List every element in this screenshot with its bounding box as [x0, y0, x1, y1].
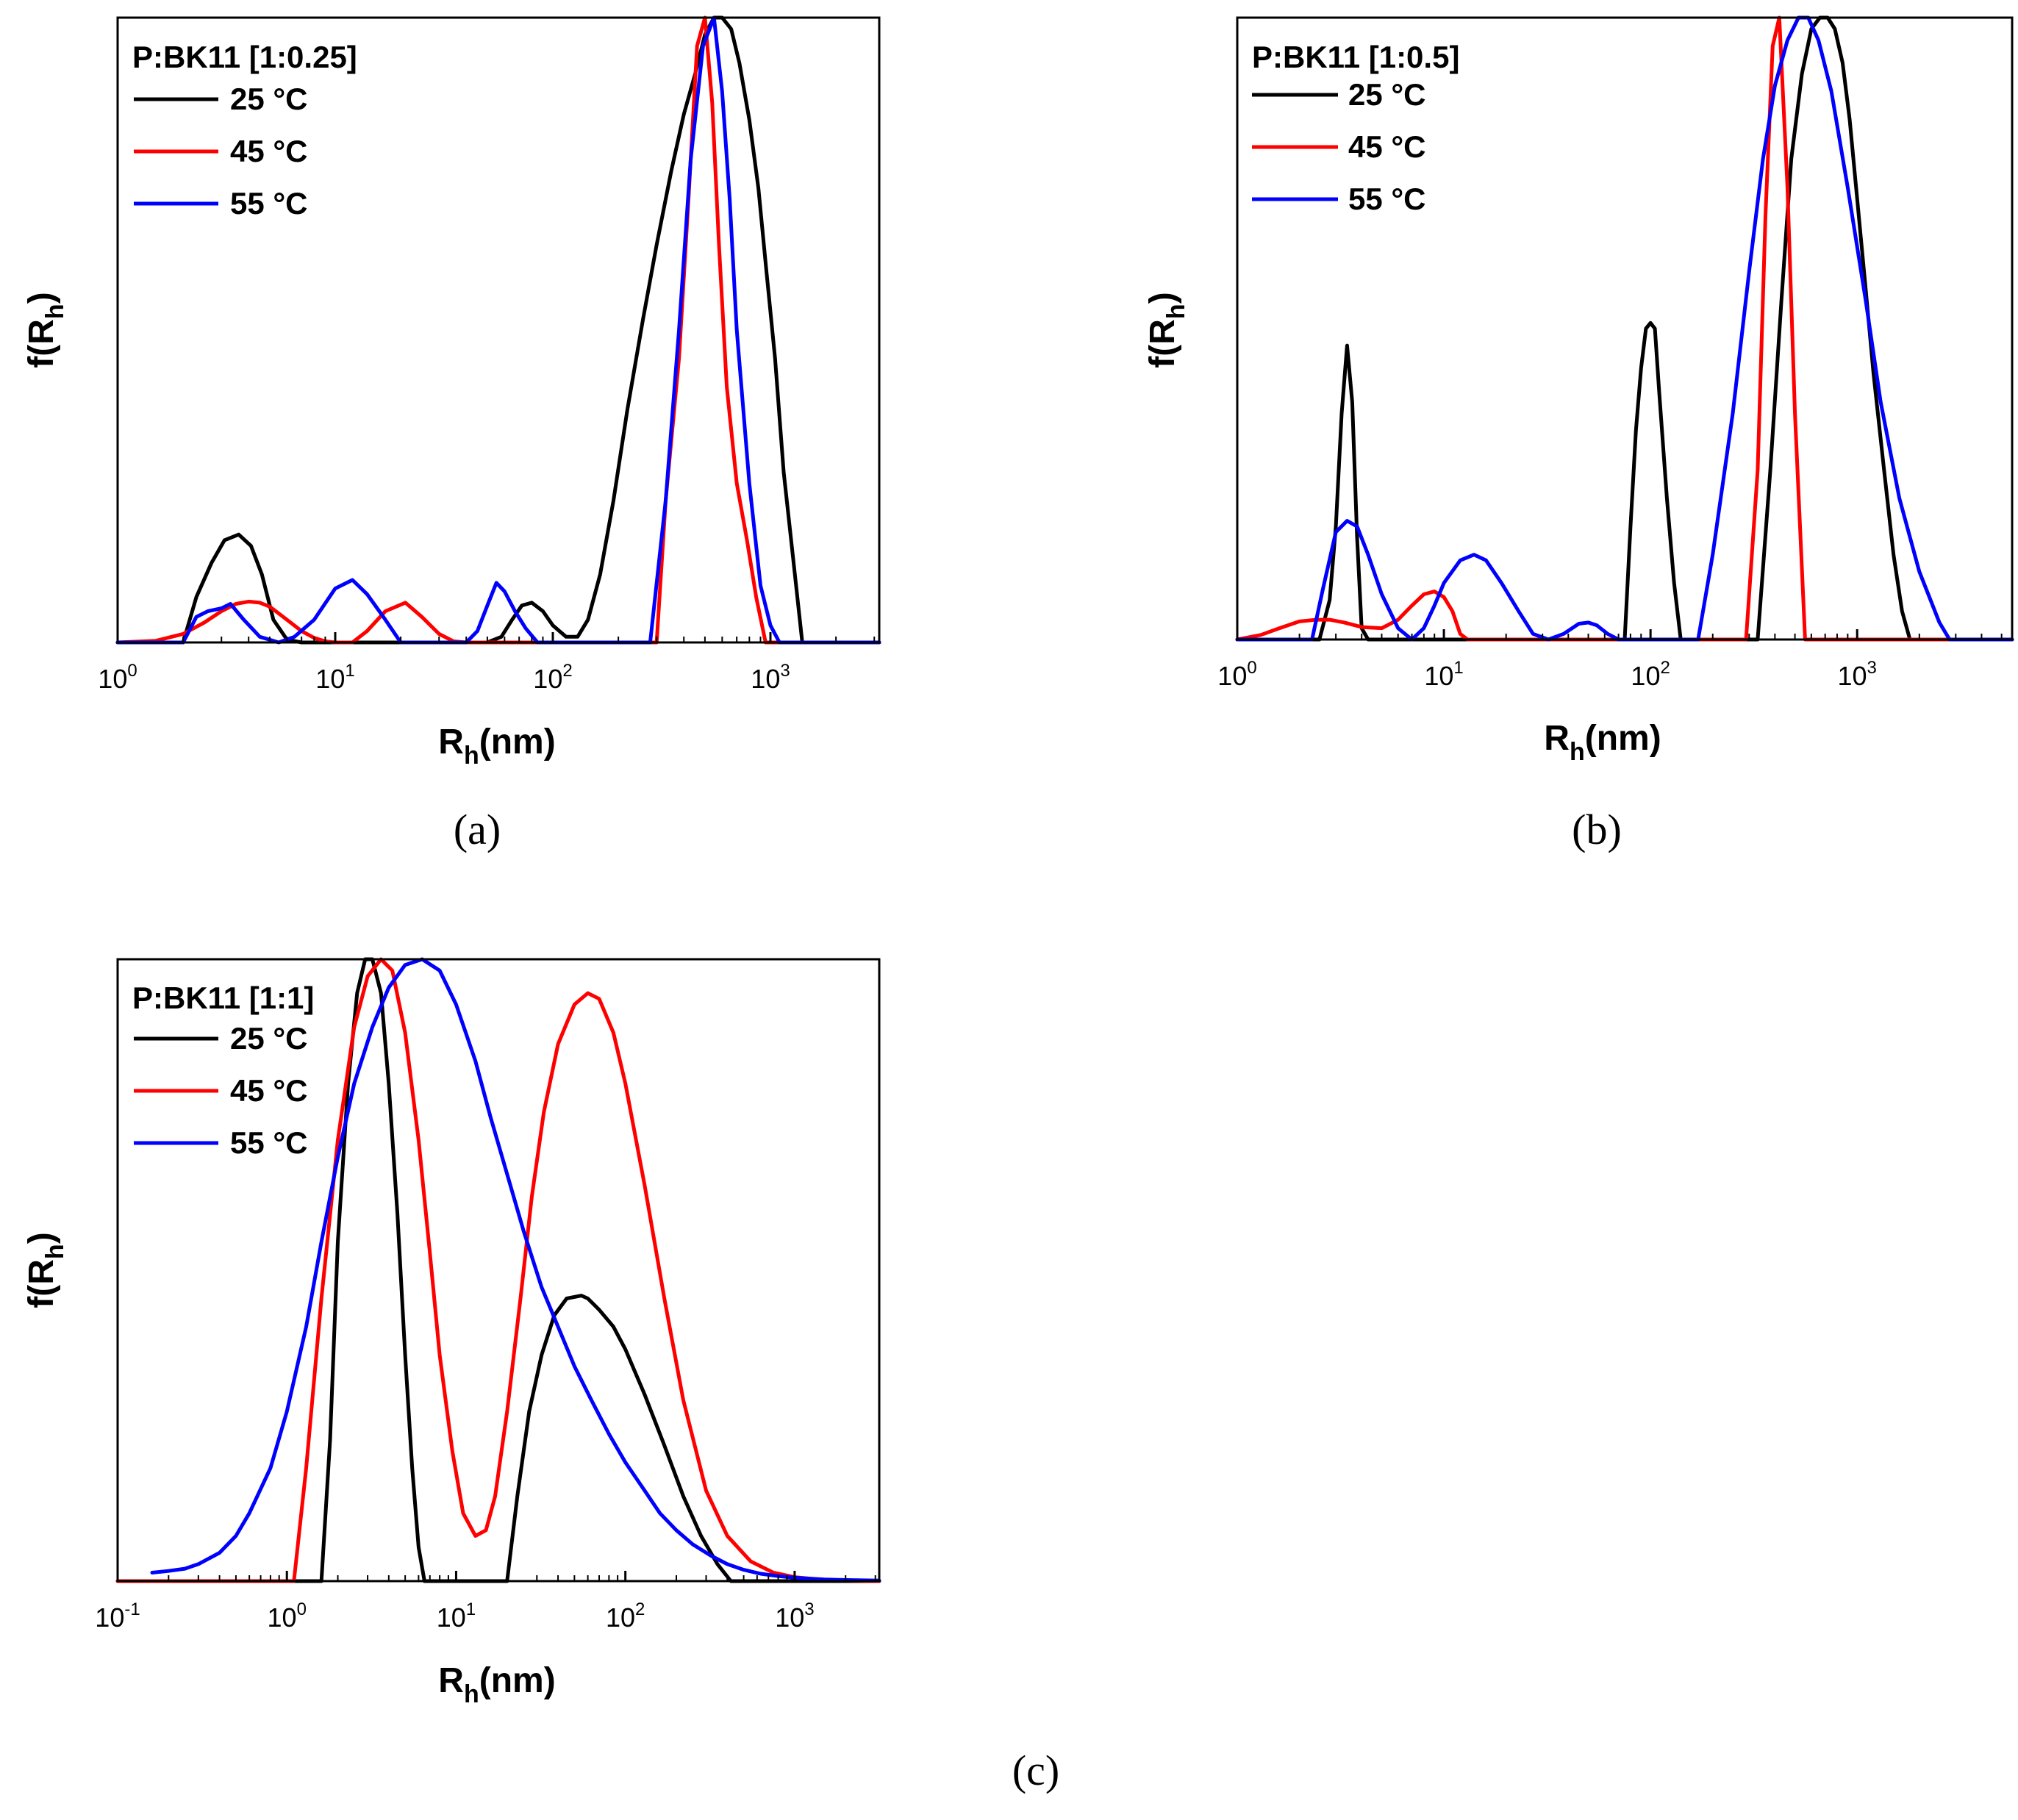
x-axis-ticks: 100 101 102 103 — [1217, 629, 2003, 691]
x-tick-label: 10-1 — [95, 1599, 140, 1633]
legend-label: 55 °C — [1348, 182, 1426, 216]
x-tick-label: 102 — [606, 1599, 645, 1633]
legend-label: 45 °C — [230, 1073, 308, 1108]
series-line-45c — [115, 957, 881, 1583]
x-axis-ticks: 10-1 100 101 102 103 — [95, 1571, 876, 1633]
legend: 25 °C 45 °C 55 °C — [134, 1021, 308, 1160]
panel-b: 100 101 102 103 Rh(nm) f(Rh) P:BK11 [1:0.5]… — [1143, 15, 2014, 853]
x-tick-label: 102 — [1631, 658, 1670, 691]
curve-layer — [1235, 15, 2014, 642]
panel-caption: (c) — [1012, 1746, 1059, 1794]
panel-caption: (a) — [454, 806, 501, 853]
series-line-25c — [115, 957, 881, 1583]
x-tick-label: 100 — [98, 661, 137, 694]
x-tick-label: 102 — [533, 661, 572, 694]
x-tick-label: 101 — [315, 661, 354, 694]
y-axis-label: f(Rh) — [22, 1232, 69, 1308]
plot-frame — [116, 958, 881, 1583]
series-line-55c — [115, 15, 881, 645]
legend-label: 45 °C — [1348, 129, 1426, 164]
chart-title: P:BK11 [1:1] — [132, 981, 314, 1015]
legend-label: 45 °C — [230, 134, 308, 168]
x-axis-label: Rh(nm) — [1544, 719, 1661, 766]
legend-label: 25 °C — [230, 1021, 308, 1056]
x-tick-label: 103 — [1838, 658, 1877, 691]
x-axis-ticks: 100 101 102 103 — [98, 632, 876, 694]
x-tick-label: 103 — [775, 1599, 814, 1633]
x-tick-label: 100 — [268, 1599, 307, 1633]
series-line-55c — [150, 957, 881, 1583]
legend: 25 °C 45 °C 55 °C — [134, 82, 308, 221]
x-tick-label: 101 — [1424, 658, 1463, 691]
x-tick-label: 103 — [751, 661, 790, 694]
legend-label: 25 °C — [230, 82, 308, 116]
series-line-25c — [115, 15, 881, 645]
panel-caption: (b) — [1572, 806, 1622, 853]
x-axis-label: Rh(nm) — [438, 1661, 555, 1708]
legend-label: 25 °C — [1348, 77, 1426, 112]
y-axis-label: f(Rh) — [1143, 292, 1190, 368]
x-axis-label: Rh(nm) — [438, 723, 555, 770]
x-tick-label: 100 — [1217, 658, 1256, 691]
x-tick-label: 101 — [437, 1599, 476, 1633]
series-line-55c — [1235, 15, 2014, 642]
series-line-45c — [115, 15, 881, 645]
y-axis-label: f(Rh) — [22, 292, 69, 368]
legend: 25 °C 45 °C 55 °C — [1252, 77, 1426, 216]
series-line-25c — [1235, 15, 2014, 642]
legend-label: 55 °C — [230, 1125, 308, 1160]
curve-layer — [115, 15, 881, 645]
chart-title: P:BK11 [1:0.5] — [1252, 40, 1459, 74]
panel-a: 100 101 102 103 Rh(nm) f(Rh) P:BK11 [1:0.25… — [22, 15, 881, 853]
legend-label: 55 °C — [230, 186, 308, 221]
panel-c: 10-1 100 101 102 103 Rh(nm) f(Rh) P:BK11 [1:… — [22, 957, 1059, 1794]
curve-layer — [115, 957, 881, 1583]
plot-frame — [1236, 16, 2014, 641]
plot-frame — [116, 16, 881, 644]
chart-title: P:BK11 [1:0.25] — [132, 40, 357, 74]
